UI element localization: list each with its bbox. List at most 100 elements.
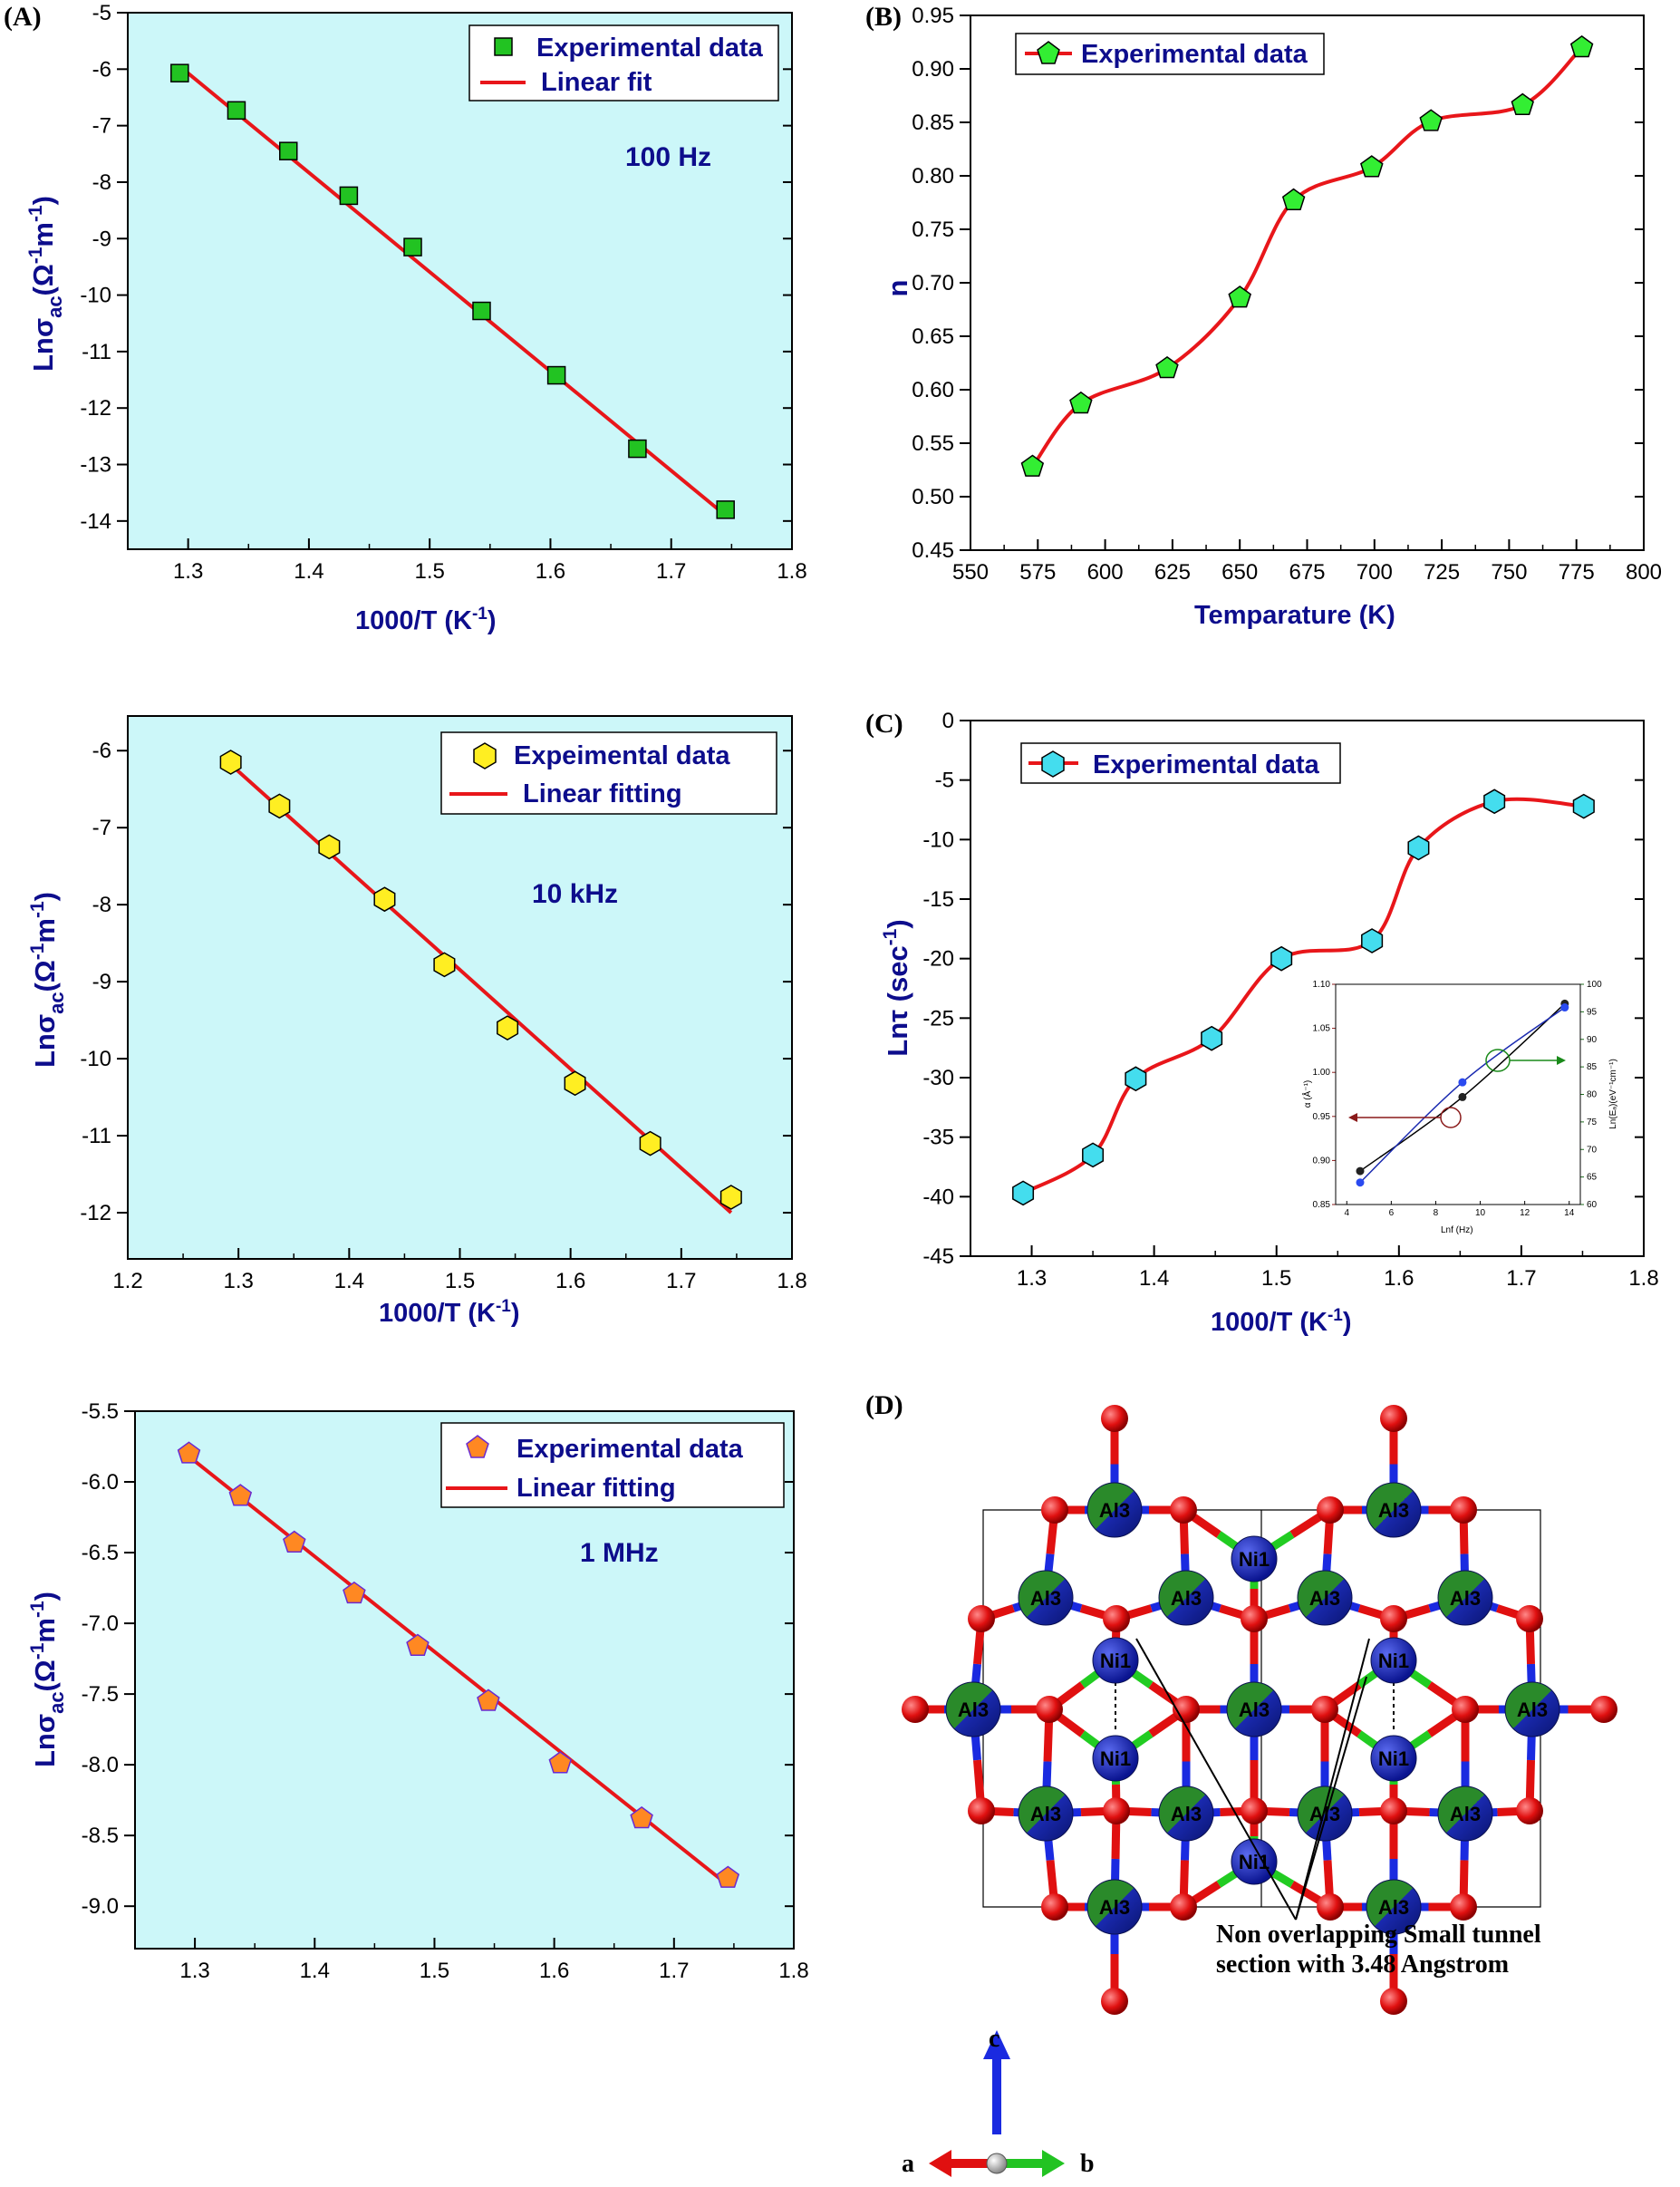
ni-atom-label-1: Ni1 xyxy=(1100,1650,1131,1672)
al-atom-label-8: Al3 xyxy=(1517,1698,1548,1721)
legend-item-experimental: Experimental data xyxy=(536,34,764,63)
data-point-4 xyxy=(406,1633,430,1656)
oxygen-atom-14 xyxy=(1311,1696,1338,1723)
y-tick-label-0: -6 xyxy=(92,739,111,763)
y-tick-label-3: 0.60 xyxy=(912,378,954,402)
inset-y-left-tick-label-5: 1.10 xyxy=(1313,980,1331,990)
tunnel-pointer-lines xyxy=(1135,1638,1370,1921)
oxygen-atom-5 xyxy=(1450,1496,1477,1524)
y-tick-label-8: 0.85 xyxy=(912,111,954,135)
axis-triad: c a b xyxy=(902,2025,1095,2178)
oxygen-atom-9 xyxy=(1380,1605,1407,1632)
oxygen-atom-23 xyxy=(1170,1893,1197,1921)
y-tick-label-2: -7 xyxy=(92,114,111,139)
oxygen-atom-4 xyxy=(1317,1496,1344,1524)
panel-10khz-chart: 1.2 1.3 1.4 1.5 1.6 1.7 1.8 -6 -7 -8 -9 -10 -11 -12 E… xyxy=(27,715,807,1328)
x-tick-label-5: 675 xyxy=(1289,560,1325,585)
y-tick-label-7: -35 xyxy=(922,1126,954,1150)
y-axis-label: Lnσac(Ω-1m-1) xyxy=(25,196,66,372)
al-atom-1 xyxy=(1366,1482,1422,1538)
oxygen-atom-16 xyxy=(1590,1696,1617,1723)
inset-y-right-tick-label-5: 85 xyxy=(1587,1062,1598,1072)
tunnel-note-line1: Non overlapping Small tunnel xyxy=(1216,1921,1541,1949)
legend: Experimental data Linear fitting xyxy=(440,1422,785,1508)
al-atom-3 xyxy=(1158,1570,1214,1626)
inset-blue-point-1 xyxy=(1458,1078,1467,1087)
inset-y-right-tick-label-7: 95 xyxy=(1587,1007,1598,1017)
legend-box xyxy=(468,24,779,102)
x-tick-label-5: 1.7 xyxy=(666,1269,696,1293)
oxygen-atom-27 xyxy=(1380,1988,1407,2015)
data-marks xyxy=(1012,789,1595,1206)
frequency-annotation: 1 MHz xyxy=(580,1538,659,1568)
legend: Expeimental data Linear fitting xyxy=(440,731,777,815)
x-tick-label-0: 1.2 xyxy=(112,1269,142,1293)
y-tick-label-2: 0.55 xyxy=(912,431,954,456)
inset-left-arrowhead xyxy=(1348,1113,1357,1122)
data-marks xyxy=(1020,34,1594,477)
oxygen-atom-12 xyxy=(1036,1696,1063,1723)
x-tick-label-3: 1.6 xyxy=(536,559,565,584)
ni-atom-1 xyxy=(1092,1637,1139,1684)
data-point-0 xyxy=(1020,454,1045,477)
x-tick-label-2: 1.5 xyxy=(1261,1266,1291,1291)
data-point-0 xyxy=(177,1441,201,1464)
oxygen-atom-7 xyxy=(1103,1605,1130,1632)
inset-x-tick-label-5: 14 xyxy=(1564,1208,1575,1218)
inset-x-tick-label-0: 4 xyxy=(1344,1208,1349,1218)
data-point-2 xyxy=(283,1530,306,1553)
al-atom-2 xyxy=(1018,1570,1074,1626)
inset-y-left-tick-label-1: 0.90 xyxy=(1313,1156,1331,1166)
y-axis-label: Lnτ (sec-1) xyxy=(880,919,913,1056)
al-atom-label-13: Al3 xyxy=(1099,1896,1130,1919)
data-point-1 xyxy=(228,1484,253,1506)
ni-atom-2 xyxy=(1370,1637,1417,1684)
axis-c-arrowhead xyxy=(983,2030,1010,2059)
inset-y-right-tick-label-3: 75 xyxy=(1587,1118,1598,1127)
y-tick-label-9: 0.90 xyxy=(912,57,954,82)
al-atom-6 xyxy=(945,1681,1001,1737)
structure-atoms: Al3 Al3 Al3 Al3 Al3 Al3 Al3 Al3 Al3 Al3 Al3 Al3 Al3 A… xyxy=(902,1405,1617,2015)
legend-marker-pentagon xyxy=(466,1435,489,1458)
oxygen-atom-6 xyxy=(968,1605,995,1632)
data-point-0 xyxy=(170,63,189,82)
x-tick-label-4: 650 xyxy=(1221,560,1258,585)
legend-marker-square xyxy=(494,37,513,56)
axis-a-shaft xyxy=(946,2159,990,2168)
al-atom-5 xyxy=(1437,1570,1493,1626)
x-tick-label-2: 1.4 xyxy=(334,1269,364,1293)
data-point-7 xyxy=(630,1805,653,1829)
x-tick-label-0: 550 xyxy=(952,560,989,585)
legend-marker-pentagon xyxy=(1037,41,1060,64)
axis-a-arrowhead xyxy=(929,2150,951,2177)
x-axis-label: 1000/T (K-1) xyxy=(1211,1306,1352,1337)
axis-b-label: b xyxy=(1080,2150,1095,2178)
axis-b-arrowhead xyxy=(1042,2150,1065,2177)
al-atom-label-10: Al3 xyxy=(1171,1803,1202,1825)
al-atom-label-4: Al3 xyxy=(1309,1587,1340,1610)
x-tick-label-0: 1.3 xyxy=(173,559,203,584)
data-point-4 xyxy=(433,952,456,978)
plot-frame xyxy=(127,715,793,1260)
legend-item-experimental: Expeimental data xyxy=(514,741,730,770)
al-atom-8 xyxy=(1504,1681,1560,1737)
y-tick-label-7: 0.80 xyxy=(912,164,954,189)
oxygen-atom-21 xyxy=(1516,1797,1543,1824)
y-tick-label-0: 0.45 xyxy=(912,538,954,563)
inset-x-tick-label-2: 8 xyxy=(1434,1208,1439,1218)
x-tick-label-6: 700 xyxy=(1357,560,1393,585)
panel-label-c: (C) xyxy=(865,709,903,739)
inset-y-right-tick-label-6: 90 xyxy=(1587,1035,1598,1045)
tick-group: 1.3 1.4 1.5 1.6 1.7 1.8 -5.5 -6.0 -6.5 -7.0 -7.5 -8… xyxy=(82,1399,809,1983)
oxygen-atom-25 xyxy=(1450,1893,1477,1921)
x-tick-label-3: 1.6 xyxy=(539,1959,569,1983)
y-tick-label-6: -11 xyxy=(82,340,111,364)
data-point-8 xyxy=(1569,34,1594,58)
inset-chart: 4 6 8 10 12 14 0.85 0.90 0.95 1.00 1.05 1.10 60 65 70 7… xyxy=(1301,980,1618,1235)
panel-a-chart: (A) 1.3 1.4 1.5 1.6 1.7 1.8 -5 -6 -7 -8 -9 -10 -11 -1… xyxy=(4,1,807,635)
y-axis-label: Lnσac(Ω-1m-1) xyxy=(27,892,68,1068)
al-atom-9 xyxy=(1018,1785,1074,1842)
data-point-5 xyxy=(497,1015,519,1040)
tick-group: 1.2 1.3 1.4 1.5 1.6 1.7 1.8 -6 -7 -8 -9 -10 -11 -12 xyxy=(80,739,806,1293)
